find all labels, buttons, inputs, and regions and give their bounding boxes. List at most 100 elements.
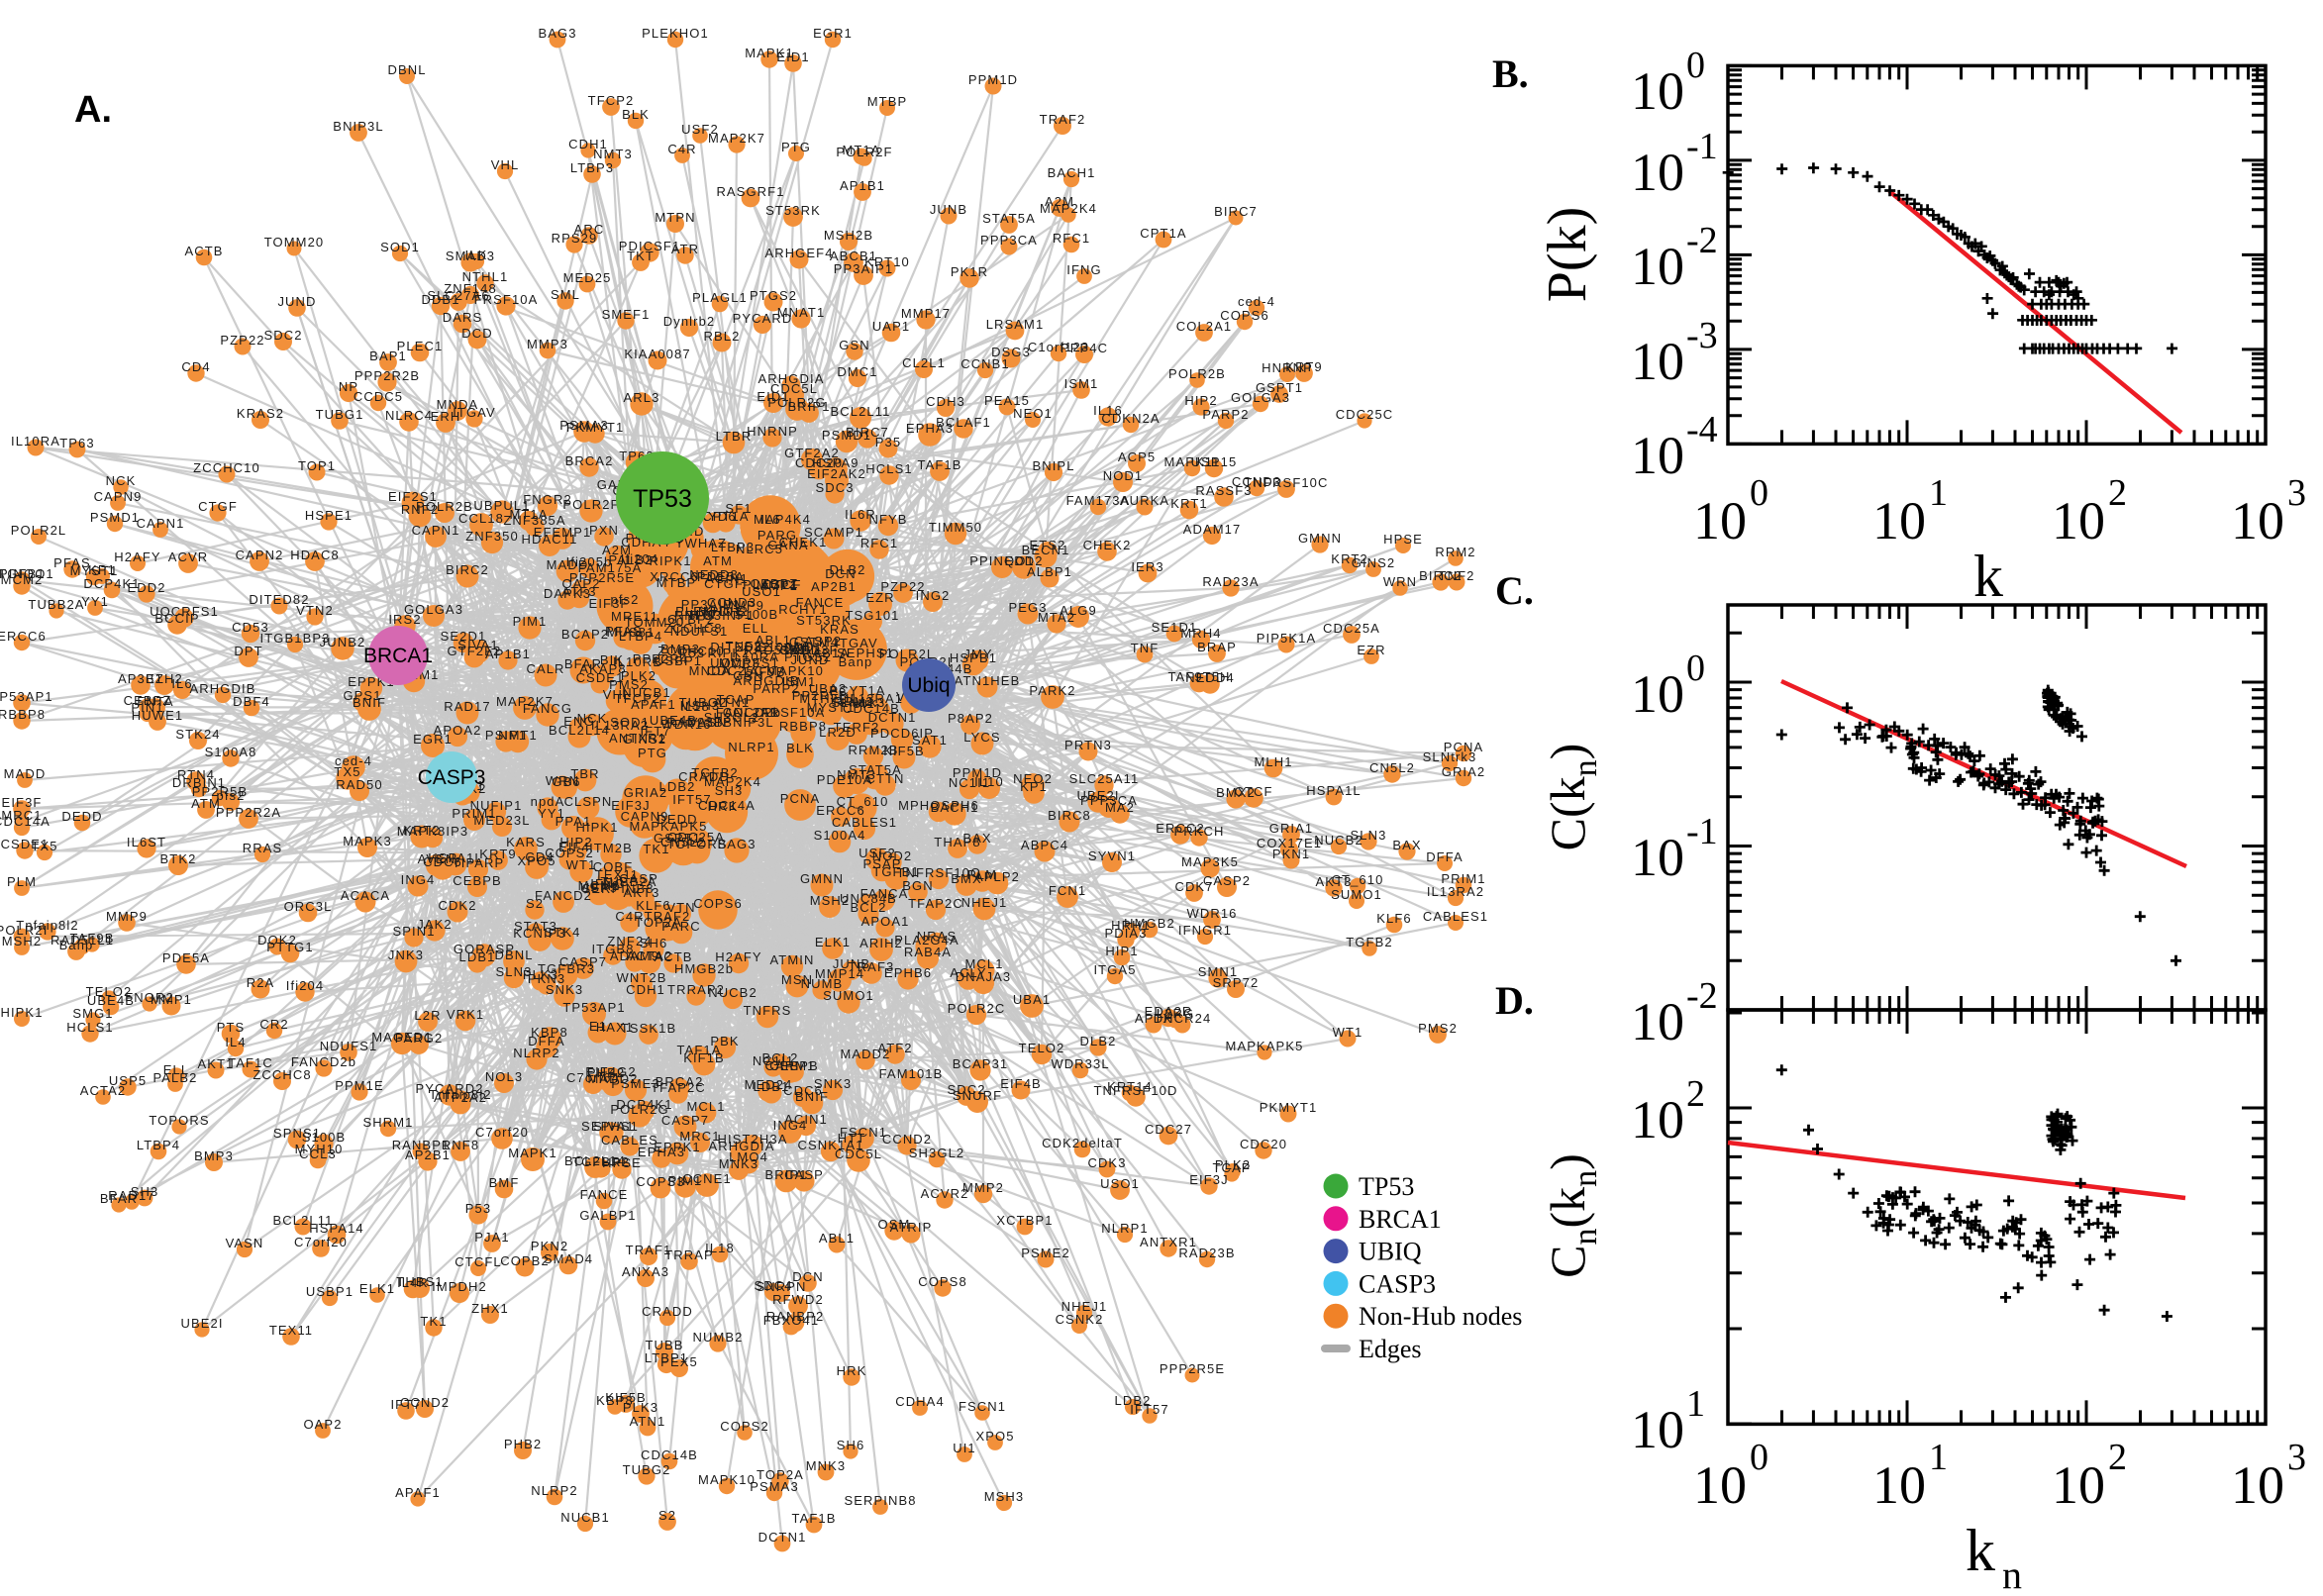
svg-text:FANCD2: FANCD2 xyxy=(535,888,592,903)
svg-text:Ubiq: Ubiq xyxy=(907,674,950,697)
svg-text:CDC5L: CDC5L xyxy=(770,381,818,396)
svg-text:TX5: TX5 xyxy=(31,839,57,853)
svg-text:BNIPL: BNIPL xyxy=(1032,458,1074,473)
svg-text:ANXA3: ANXA3 xyxy=(622,1264,669,1279)
svg-text:MMP9: MMP9 xyxy=(106,909,148,924)
svg-text:HCLS1: HCLS1 xyxy=(66,1020,113,1035)
svg-text:PRTN3: PRTN3 xyxy=(1064,738,1112,752)
svg-text:THAP8: THAP8 xyxy=(934,835,980,849)
svg-text:n: n xyxy=(2002,1552,2022,1596)
svg-text:MED25: MED25 xyxy=(563,270,612,285)
svg-text:CCL18: CCL18 xyxy=(458,511,504,526)
svg-text:BNIP3L: BNIP3L xyxy=(333,119,383,134)
svg-text:PTG: PTG xyxy=(781,140,811,154)
svg-text:ELK1: ELK1 xyxy=(359,1281,395,1296)
svg-text:MAPKAPK5: MAPKAPK5 xyxy=(1226,1039,1304,1053)
svg-text:BAX: BAX xyxy=(1392,838,1421,852)
svg-text:XCTBP1: XCTBP1 xyxy=(996,1213,1053,1228)
svg-text:SPIN1: SPIN1 xyxy=(392,924,435,939)
svg-text:C7orf20: C7orf20 xyxy=(294,1235,348,1249)
svg-text:Ifi204: Ifi204 xyxy=(286,978,324,993)
svg-text:POLR2F: POLR2F xyxy=(836,145,892,159)
svg-text:VTN: VTN xyxy=(666,900,695,915)
svg-text:NHEJ1: NHEJ1 xyxy=(1061,1299,1108,1314)
svg-text:BLK: BLK xyxy=(622,107,650,122)
svg-text:-1: -1 xyxy=(1686,811,1718,852)
svg-text:ADAM17: ADAM17 xyxy=(1183,522,1242,537)
svg-text:PPP2R2B: PPP2R2B xyxy=(354,368,420,383)
svg-text:PPP3CA: PPP3CA xyxy=(980,233,1038,248)
svg-text:PP2R5B: PP2R5B xyxy=(792,688,848,703)
svg-text:RFC1: RFC1 xyxy=(860,536,898,550)
svg-text:DCN: DCN xyxy=(792,1269,823,1284)
svg-text:BRIP1: BRIP1 xyxy=(787,399,830,414)
svg-text:GOLGA3: GOLGA3 xyxy=(1231,390,1290,405)
svg-text:CABLES1: CABLES1 xyxy=(1423,909,1488,924)
svg-text:IFNG: IFNG xyxy=(1066,262,1101,277)
svg-text:FRSF10A: FRSF10A xyxy=(761,705,826,720)
svg-text:HSPA1L: HSPA1L xyxy=(1306,783,1362,798)
svg-text:KLF6: KLF6 xyxy=(1376,911,1411,926)
svg-text:ced-4: ced-4 xyxy=(1238,294,1275,309)
svg-text:CHEK2: CHEK2 xyxy=(1083,538,1132,552)
svg-text:FBXO41: FBXO41 xyxy=(763,1313,819,1328)
svg-text:k: k xyxy=(1966,1518,1995,1583)
svg-text:FANCE: FANCE xyxy=(796,595,845,610)
svg-text:DLB2: DLB2 xyxy=(1080,1034,1117,1048)
svg-text:PP3AIP1: PP3AIP1 xyxy=(834,261,893,276)
svg-text:MAPK3: MAPK3 xyxy=(343,834,392,848)
svg-text:BRCA2: BRCA2 xyxy=(656,1074,704,1089)
svg-text:S100A8: S100A8 xyxy=(205,745,257,759)
svg-text:DLB2: DLB2 xyxy=(830,562,866,577)
svg-text:AP1B1: AP1B1 xyxy=(840,178,885,193)
svg-text:10: 10 xyxy=(1631,664,1684,724)
svg-text:MAGED1: MAGED1 xyxy=(371,1030,433,1045)
svg-text:ABL1: ABL1 xyxy=(819,1231,855,1246)
svg-text:BCL2L11: BCL2L11 xyxy=(831,404,891,419)
svg-text:TOMM20: TOMM20 xyxy=(264,235,325,249)
svg-text:MRH4: MRH4 xyxy=(1180,626,1221,641)
svg-text:POLR2C: POLR2C xyxy=(948,1001,1006,1016)
svg-text:FAM101B: FAM101B xyxy=(879,1066,944,1081)
svg-text:MAP3K5: MAP3K5 xyxy=(1181,854,1239,869)
svg-text:ZCCHC8: ZCCHC8 xyxy=(252,1067,311,1082)
svg-text:EIF4: EIF4 xyxy=(558,840,590,854)
svg-text:LTBR: LTBR xyxy=(716,429,753,444)
svg-text:LTBP4: LTBP4 xyxy=(137,1138,180,1152)
svg-text:KIAA0087: KIAA0087 xyxy=(624,347,690,361)
svg-text:CASP2: CASP2 xyxy=(1203,873,1251,888)
svg-text:RBBP8: RBBP8 xyxy=(0,707,46,722)
svg-text:RFWD2: RFWD2 xyxy=(772,1292,824,1307)
svg-text:RRM2B: RRM2B xyxy=(848,743,898,757)
svg-text:HIPK1: HIPK1 xyxy=(0,1005,43,1020)
svg-text:10: 10 xyxy=(2052,1455,2105,1515)
svg-text:UQCRFS1: UQCRFS1 xyxy=(710,655,779,670)
svg-text:DSG3: DSG3 xyxy=(991,345,1031,359)
svg-text:CCND2: CCND2 xyxy=(882,1132,932,1147)
svg-text:STAT5A: STAT5A xyxy=(982,211,1036,226)
svg-text:C4R: C4R xyxy=(667,142,696,156)
svg-text:ARHGEF4: ARHGEF4 xyxy=(764,246,833,260)
svg-text:RIPK1: RIPK1 xyxy=(649,553,691,568)
svg-text:ITGA5: ITGA5 xyxy=(1093,962,1136,977)
svg-text:DBNL: DBNL xyxy=(387,62,426,77)
svg-text:PTGS2: PTGS2 xyxy=(784,649,832,664)
svg-text:PHB2: PHB2 xyxy=(504,1437,542,1451)
svg-text:FSCN1: FSCN1 xyxy=(959,1399,1006,1414)
svg-text:TP63: TP63 xyxy=(59,436,94,450)
svg-text:TRAF2: TRAF2 xyxy=(1040,112,1086,127)
svg-text:BLK: BLK xyxy=(786,741,814,755)
svg-text:BGN: BGN xyxy=(902,878,933,893)
svg-text:EIF3J: EIF3J xyxy=(611,798,650,813)
svg-text:TUBG2: TUBG2 xyxy=(679,695,728,710)
svg-text:COPS6: COPS6 xyxy=(1220,308,1269,323)
svg-text:MAPK10: MAPK10 xyxy=(698,1472,756,1487)
svg-text:ATM: ATM xyxy=(703,553,733,568)
svg-text:PSMA3: PSMA3 xyxy=(750,1479,799,1494)
svg-text:CRADD: CRADD xyxy=(642,1304,693,1319)
svg-text:10: 10 xyxy=(1872,1455,1926,1515)
svg-text:1: 1 xyxy=(1686,1383,1705,1425)
svg-text:LDB1: LDB1 xyxy=(754,1079,790,1094)
svg-text:GPS1: GPS1 xyxy=(343,688,381,703)
svg-text:npdA: npdA xyxy=(531,794,565,809)
